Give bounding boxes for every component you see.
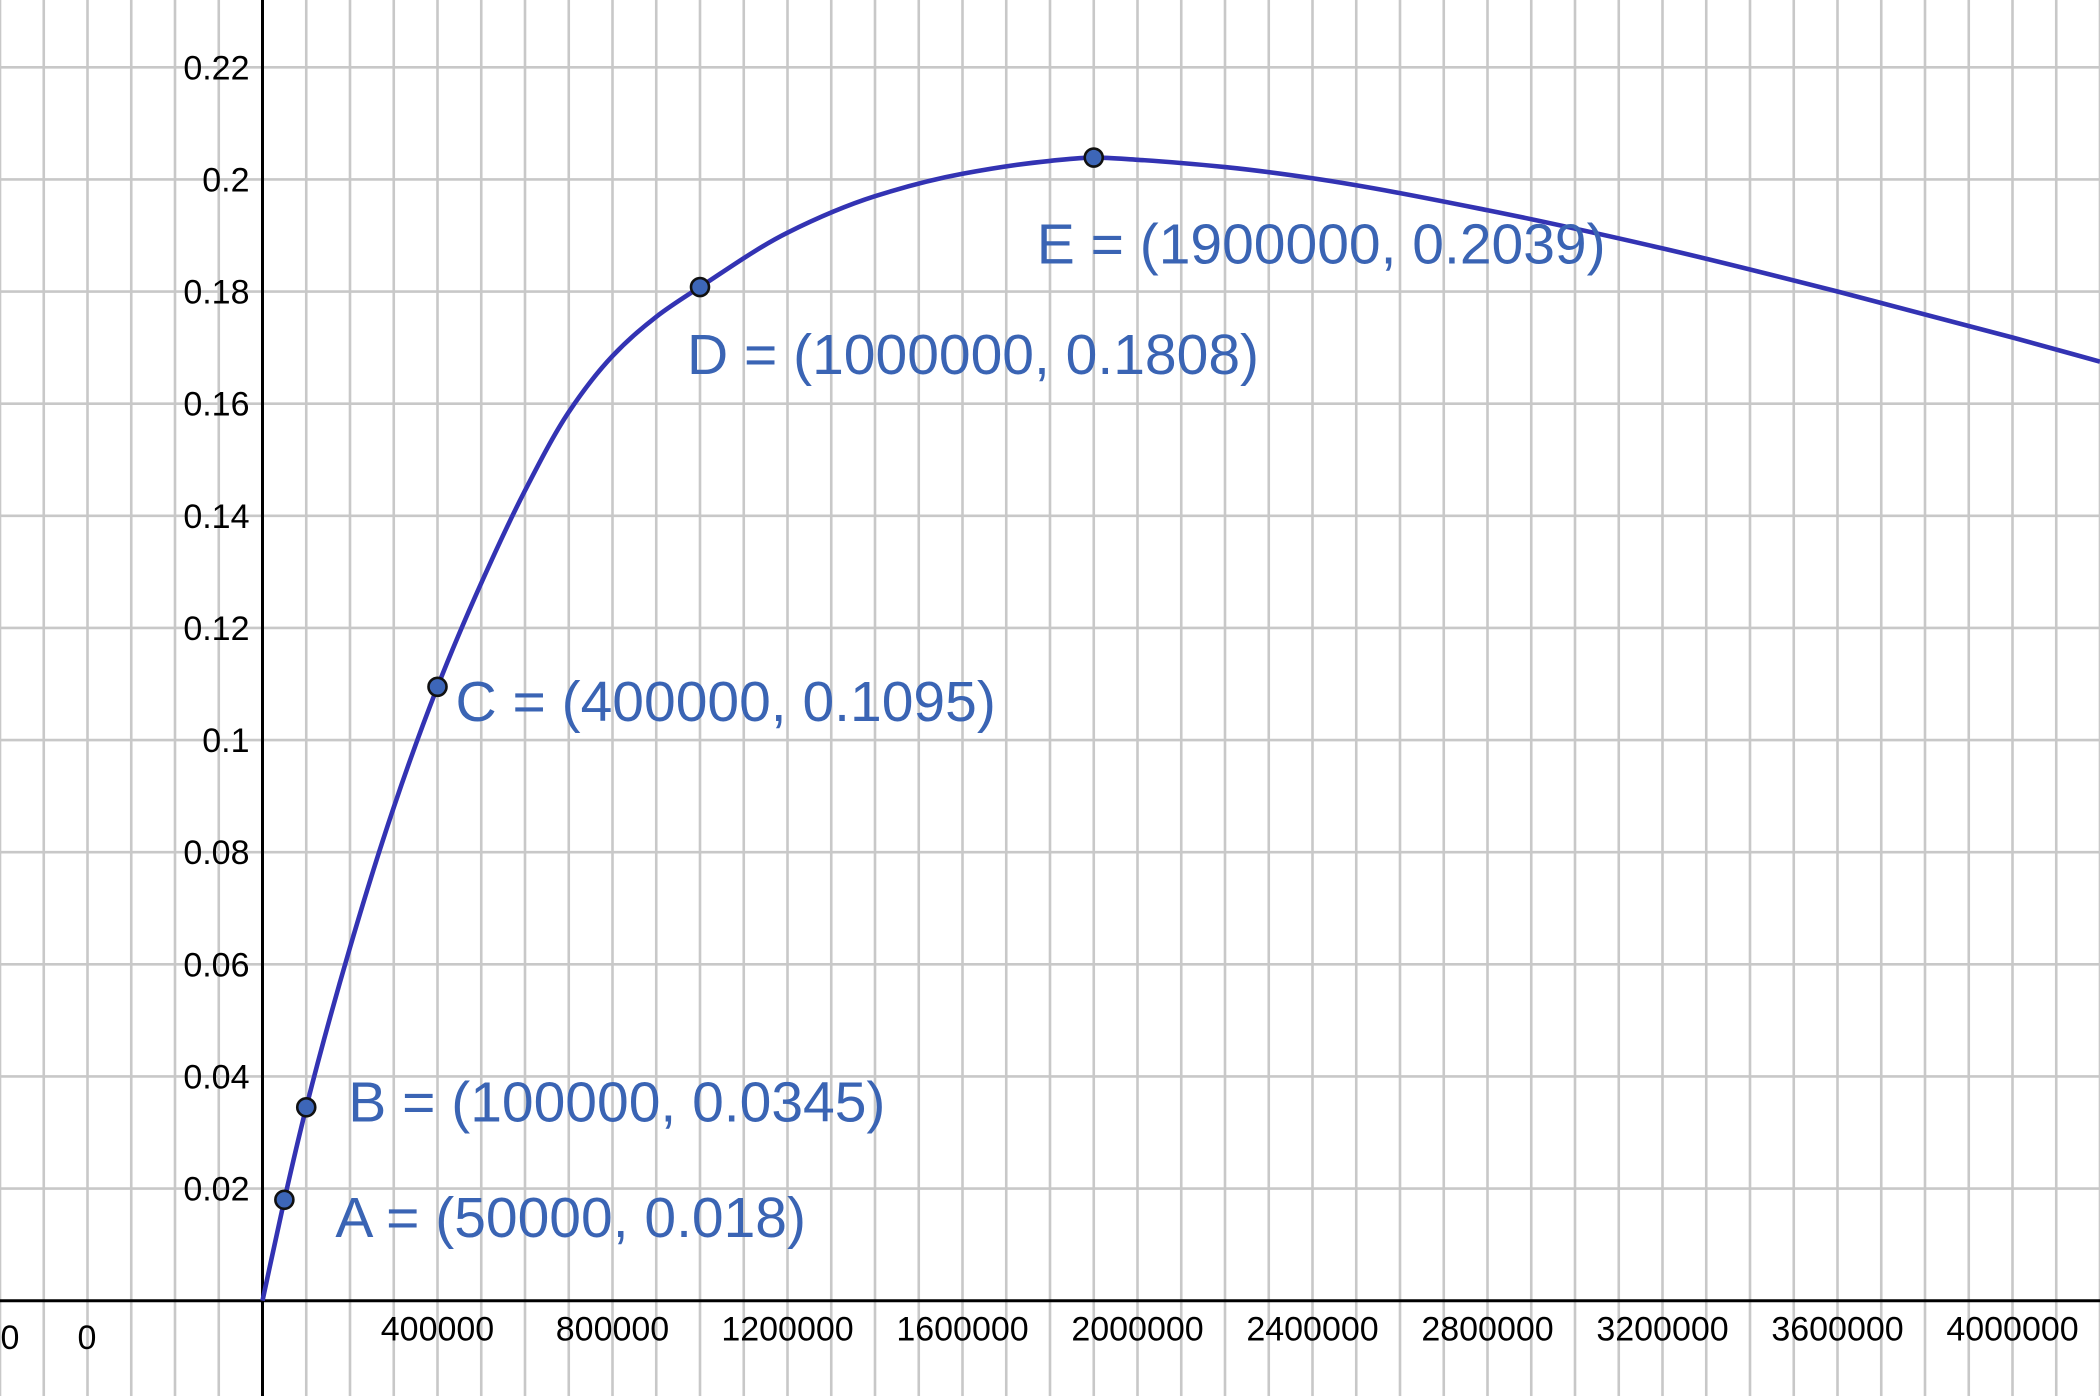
curve-layer bbox=[260, 155, 2100, 1302]
y-tick-label: 0.18 bbox=[183, 274, 249, 312]
x-tick-label: 400000 bbox=[381, 1311, 494, 1349]
y-tick-label: 0.2 bbox=[202, 161, 249, 199]
x-tick-label: 3600000 bbox=[1771, 1311, 1903, 1349]
x-tick-label: 2400000 bbox=[1246, 1311, 1378, 1349]
point-a-label: A = (50000, 0.018) bbox=[335, 1186, 806, 1250]
y-tick-label: 0.08 bbox=[183, 834, 249, 872]
point-c bbox=[427, 676, 448, 698]
point-d-label: D = (1000000, 0.1808) bbox=[687, 323, 1259, 387]
point-b-label: B = (100000, 0.0345) bbox=[348, 1070, 885, 1134]
x-tick-label: 4000000 bbox=[1946, 1311, 2078, 1349]
y-tick-label: 0.16 bbox=[183, 386, 249, 424]
y-tick-label: 0.06 bbox=[183, 946, 249, 984]
x-tick-label: 2800000 bbox=[1421, 1311, 1553, 1349]
x-tick-label: 800000 bbox=[556, 1311, 669, 1349]
point-d bbox=[689, 276, 711, 298]
labeled-points: A = (50000, 0.018) B = (100000, 0.0345) C … bbox=[274, 147, 1606, 1250]
x-tick-label: 3200000 bbox=[1596, 1311, 1728, 1349]
point-b bbox=[295, 1096, 317, 1118]
point-c-label: C = (400000, 0.1095) bbox=[456, 670, 996, 734]
y-tick-label: 0.04 bbox=[183, 1058, 249, 1096]
point-e bbox=[1083, 147, 1105, 168]
x-tick-label: 2000000 bbox=[1071, 1311, 1203, 1349]
y-tick-label: 0.14 bbox=[183, 498, 249, 536]
y-tick-label: 0.12 bbox=[183, 610, 249, 648]
origin-label-left: 0 bbox=[1, 1319, 20, 1357]
y-tick-label: 0.22 bbox=[183, 49, 249, 87]
y-tick-label: 0.02 bbox=[183, 1171, 249, 1209]
point-a bbox=[274, 1189, 295, 1211]
tick-labels: 0 0 400000 800000 1200000 1600000 2000000 240… bbox=[1, 49, 2079, 1357]
y-tick-label: 0.1 bbox=[202, 722, 249, 760]
function-curve bbox=[260, 155, 2100, 1302]
x-tick-label: 1600000 bbox=[896, 1311, 1028, 1349]
origin-label: 0 bbox=[78, 1319, 97, 1357]
x-tick-label: 1200000 bbox=[721, 1311, 853, 1349]
point-e-label: E = (1900000, 0.2039) bbox=[1037, 213, 1606, 277]
